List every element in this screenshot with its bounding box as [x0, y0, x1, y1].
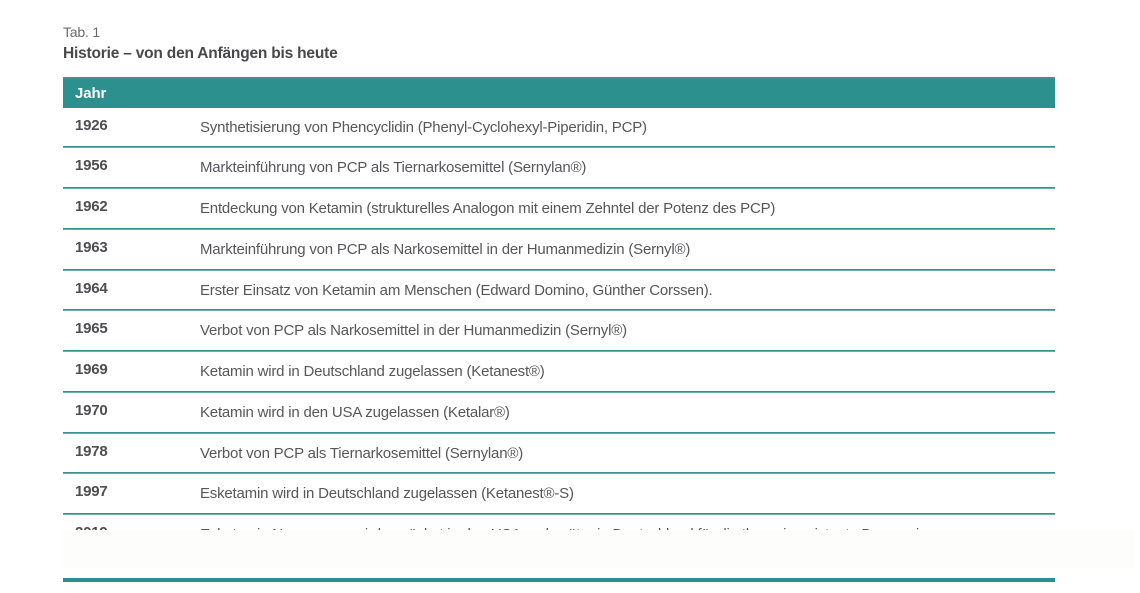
table-row: 1926 Synthetisierung von Phencyclidin (P…: [63, 107, 1055, 149]
table-row: 1970 Ketamin wird in den USA zugelassen …: [63, 392, 1055, 434]
description-cell: Entdeckung von Ketamin (strukturelles An…: [200, 200, 776, 217]
year-cell: 1978: [75, 442, 108, 460]
table-header-jahr: Jahr: [75, 84, 107, 102]
description-cell: Markteinführung von PCP als Tiernarkosem…: [200, 159, 587, 177]
table-row: 1978 Verbot von PCP als Tiernarkosemitte…: [63, 433, 1055, 475]
table-row: 1964 Erster Einsatz von Ketamin am Mensc…: [63, 270, 1055, 312]
description-cell: Markteinführung von PCP als Narkosemitte…: [200, 240, 691, 258]
year-cell: 1964: [75, 279, 108, 297]
description-cell: Ketamin wird in den USA zugelassen (Keta…: [200, 403, 510, 421]
table-row: 1956 Markteinführung von PCP als Tiernar…: [63, 148, 1055, 189]
table-row: 1963 Markteinführung von PCP als Narkose…: [63, 229, 1055, 271]
year-cell: 1962: [75, 198, 108, 215]
table-row: 1997 Esketamin wird in Deutschland zugel…: [63, 474, 1055, 515]
table-header-row: Jahr: [63, 76, 1055, 108]
description-cell: Ketamin wird in Deutschland zugelassen (…: [200, 363, 545, 380]
description-cell: Erster Einsatz von Ketamin am Menschen (…: [200, 281, 713, 299]
year-cell: 1963: [75, 238, 108, 256]
year-cell: 1926: [75, 116, 108, 134]
year-cell: 1970: [75, 401, 108, 419]
year-cell: 1969: [75, 361, 108, 378]
table-title: Historie – von den Anfängen bis heute: [63, 44, 338, 62]
description-cell: Synthetisierung von Phencyclidin (Phenyl…: [200, 118, 647, 136]
table-body: 1926 Synthetisierung von Phencyclidin (P…: [63, 107, 1055, 582]
description-cell: Verbot von PCP als Narkosemittel in der …: [200, 322, 627, 340]
year-cell: 1965: [75, 320, 108, 338]
table-row: 1969 Ketamin wird in Deutschland zugelas…: [63, 352, 1055, 393]
table-row: 1965 Verbot von PCP als Narkosemittel in…: [63, 311, 1055, 352]
table-row: 1962 Entdeckung von Ketamin (strukturell…: [63, 189, 1055, 230]
table-caption: Tab. 1: [63, 24, 100, 40]
year-cell: 1997: [75, 483, 108, 501]
table-block: Tab. 1 Historie – von den Anfängen bis h…: [63, 24, 1055, 582]
below-table-background: [63, 530, 1135, 568]
history-table: Jahr 1926 Synthetisierung von Phencyclid…: [63, 76, 1055, 582]
year-cell: 1956: [75, 157, 108, 175]
description-cell: Verbot von PCP als Tiernarkosemittel (Se…: [200, 444, 523, 462]
description-cell: Esketamin wird in Deutschland zugelassen…: [200, 485, 574, 503]
